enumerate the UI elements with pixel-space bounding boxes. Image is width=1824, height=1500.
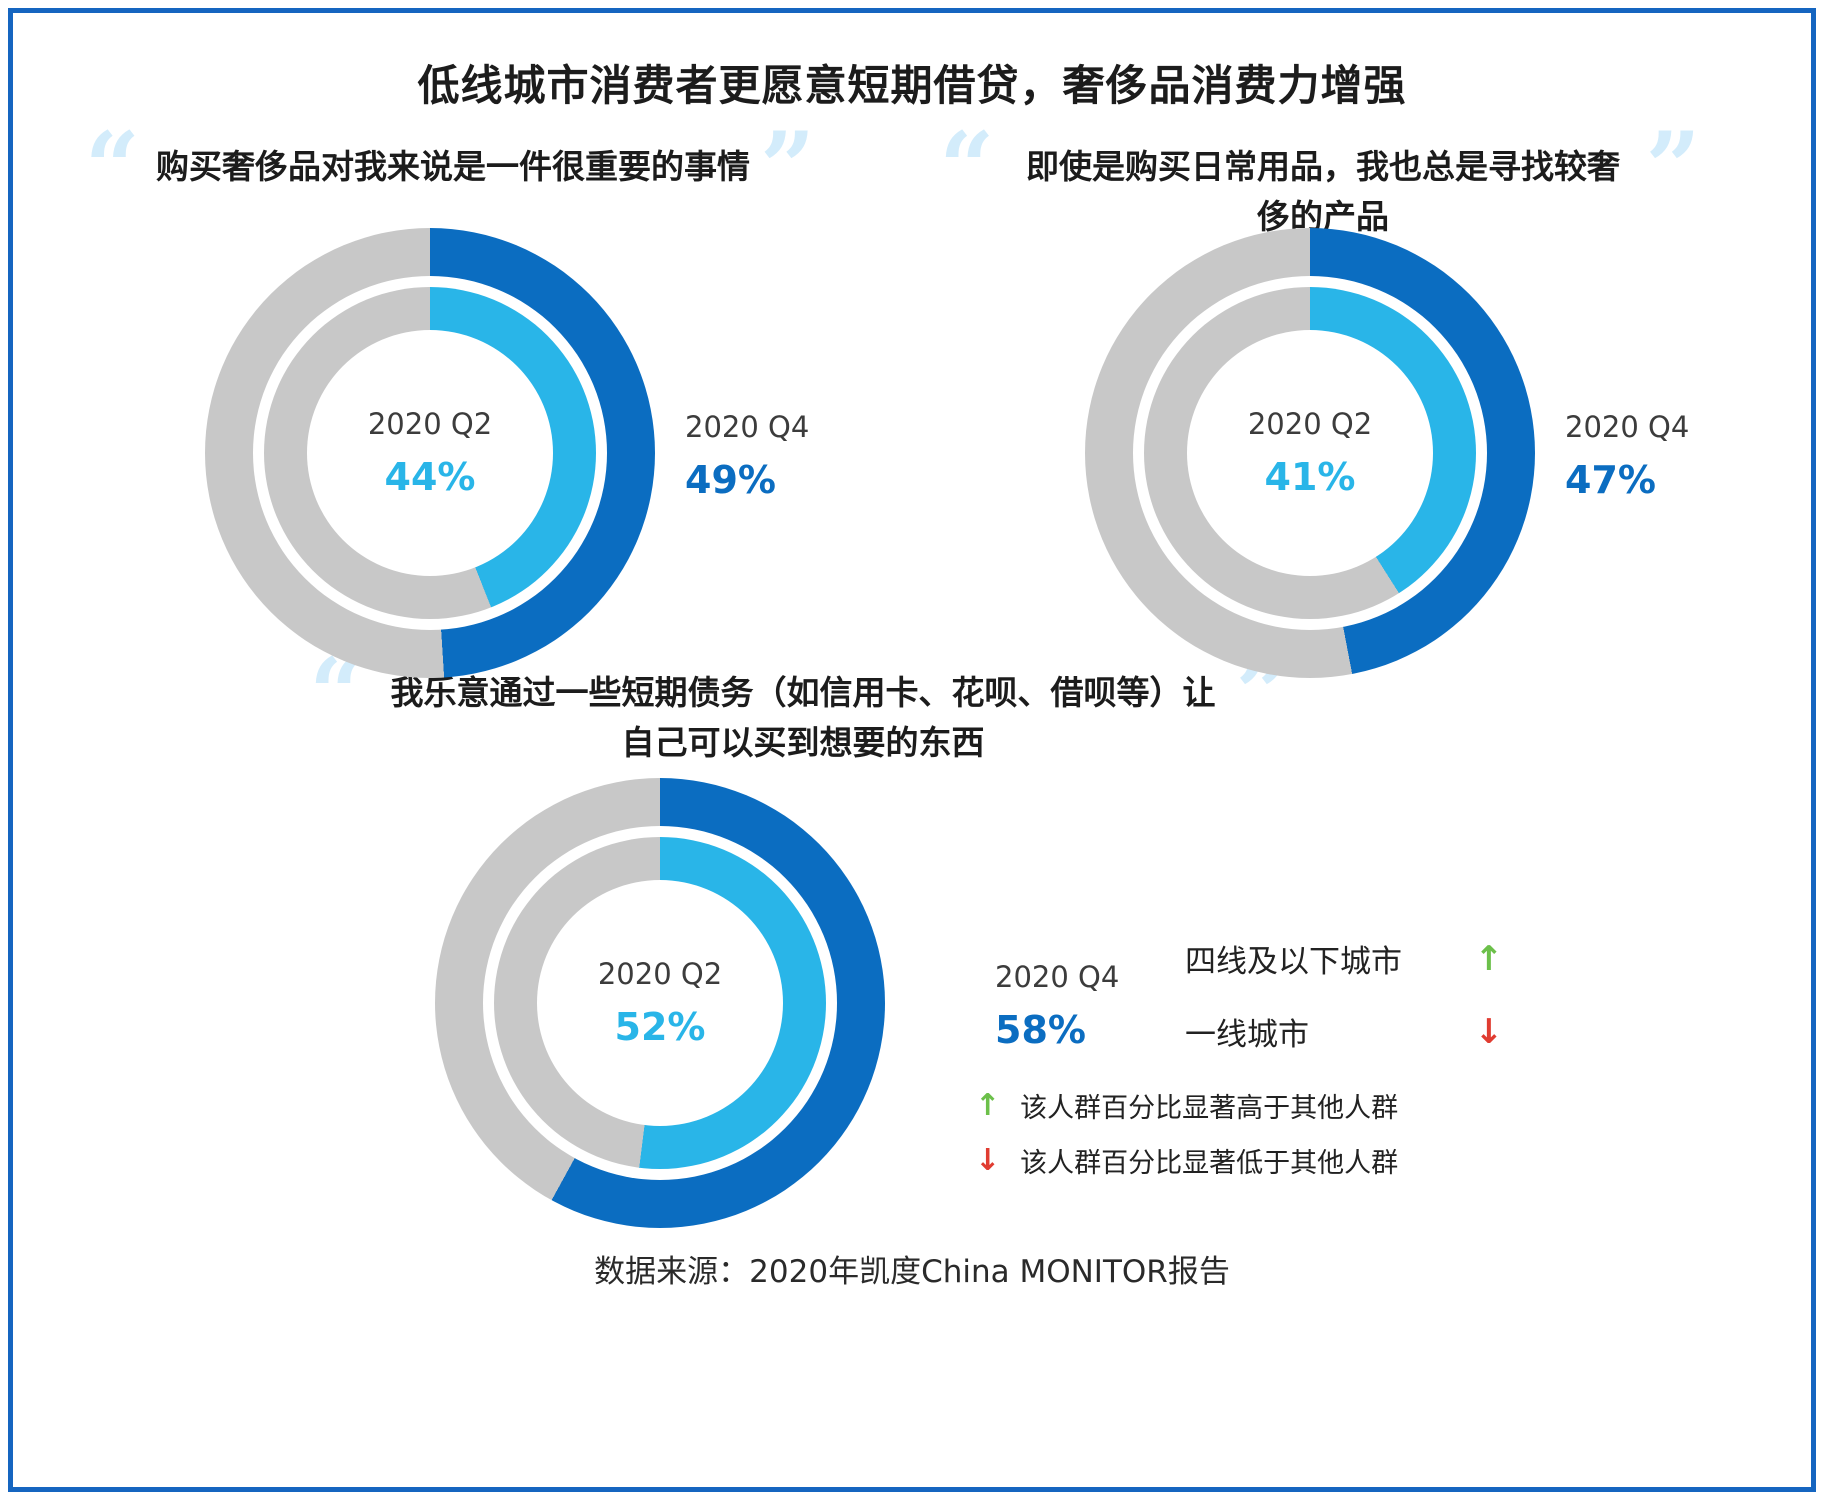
q2-value: 41% [1264,455,1356,499]
quote-text: 我乐意通过一些短期债务（如信用卡、花呗、借呗等）让自己可以买到想要的东西 [390,673,1216,762]
q4-label: 2020 Q4 [1565,410,1690,444]
legend-item-tier4: 四线及以下城市 ↑ [1185,936,1503,981]
down-arrow-icon: ↓ [1474,1011,1504,1052]
note-text: 该人群百分比显著高于其他人群 [1020,1093,1399,1124]
donut-rings: 2020 Q2 52% [435,778,885,1228]
q4-value: 47% [1565,458,1656,502]
q2-label: 2020 Q2 [1247,407,1373,441]
q4-value: 49% [685,458,776,502]
down-arrow-icon: ↓ [975,1142,1001,1178]
q4-callout: 2020 Q4 58% [995,960,1119,1052]
q2-value: 52% [614,1005,706,1049]
q2-label: 2020 Q2 [597,957,723,991]
quote-text: 购买奢侈品对我来说是一件很重要的事情 [156,147,750,186]
q4-callout: 2020 Q4 49% [685,410,809,502]
legend-item-tier1: 一线城市 ↓ [1185,1009,1503,1054]
note-text: 该人群百分比显著低于其他人群 [1020,1148,1399,1179]
donut-center: 2020 Q2 52% [537,880,783,1126]
q4-callout: 2020 Q4 47% [1565,410,1689,502]
legend-label: 一线城市 [1185,1017,1309,1053]
donut-center: 2020 Q2 41% [1187,330,1433,576]
close-quote-icon: ” [1645,111,1701,224]
open-quote-icon: “ [84,111,140,224]
donut-rings: 2020 Q2 41% [1085,228,1535,678]
up-arrow-icon: ↑ [975,1087,1001,1123]
quote-luxury-important: “ 购买奢侈品对我来说是一件很重要的事情 ” [60,120,840,238]
quote-short-term-debt: “ 我乐意通过一些短期债务（如信用卡、花呗、借呗等）让自己可以买到想要的东西 ” [280,646,1320,767]
page-title: 低线城市消费者更愿意短期借贷，奢侈品消费力增强 [417,61,1407,110]
donut-chart-luxury-important: 2020 Q2 44% 2020 Q4 49% [205,228,809,678]
q4-label: 2020 Q4 [995,960,1120,994]
q4-label: 2020 Q4 [685,410,810,444]
city-tier-legend: 四线及以下城市 ↑ 一线城市 ↓ [1185,936,1503,1082]
q2-value: 44% [384,455,476,499]
donut-center: 2020 Q2 44% [307,330,553,576]
donut-chart-daily-luxury: 2020 Q2 41% 2020 Q4 47% [1085,228,1689,678]
legend-label: 四线及以下城市 [1185,944,1402,980]
q4-value: 58% [995,1008,1086,1052]
close-quote-icon: ” [760,111,816,224]
significance-notes: ↑ 该人群百分比显著高于其他人群 ↓ 该人群百分比显著低于其他人群 [975,1086,1398,1196]
note-higher: ↑ 该人群百分比显著高于其他人群 [975,1086,1398,1125]
quote-text: 即使是购买日常用品，我也总是寻找较奢侈的产品 [1026,147,1620,236]
donut-chart-short-term-debt: 2020 Q2 52% 2020 Q4 58% [435,778,1119,1228]
up-arrow-icon: ↑ [1474,938,1504,979]
quote-daily-luxury: “ 即使是购买日常用品，我也总是寻找较奢侈的产品 ” [870,120,1770,241]
data-source-text: 数据来源：2020年凯度China MONITOR报告 [594,1254,1230,1290]
q2-label: 2020 Q2 [367,407,493,441]
open-quote-icon: “ [939,111,995,224]
donut-rings: 2020 Q2 44% [205,228,655,678]
note-lower: ↓ 该人群百分比显著低于其他人群 [975,1141,1398,1180]
